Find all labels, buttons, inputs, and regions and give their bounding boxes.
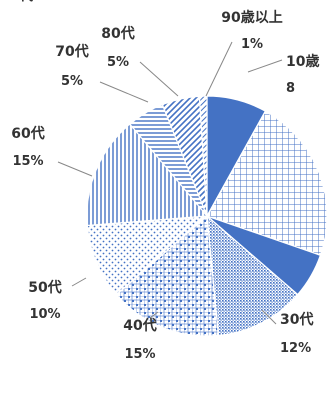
- slice-label-1: 10歳: [286, 53, 319, 70]
- slice-value-10: 1%: [241, 37, 263, 52]
- leader-line-5: [149, 311, 159, 319]
- pie-slice-7: [86, 123, 209, 227]
- slice-label-7: 60代: [11, 125, 44, 142]
- slice-value-4: 12%: [280, 341, 311, 356]
- pie-slice-2: [206, 110, 327, 257]
- leader-lines: [57, 41, 283, 325]
- slice-value-5: 15%: [124, 347, 155, 362]
- slice-label-10: 90歳以上: [221, 9, 282, 26]
- pie-slice-6: [86, 215, 209, 296]
- pie-slice-10: [198, 95, 208, 217]
- slice-label-8: 70代: [55, 43, 88, 60]
- leader-line-9: [139, 61, 179, 97]
- slice-label-2: 20代: [0, 0, 33, 4]
- slice-label-9: 80代: [101, 25, 134, 42]
- pie-slice-4: [206, 214, 299, 337]
- slice-value-6: 10%: [29, 307, 60, 322]
- slice-value-7: 15%: [12, 154, 43, 169]
- leader-line-10: [205, 41, 233, 97]
- pie-slices: [86, 95, 327, 337]
- slice-value-8: 5%: [61, 74, 83, 89]
- leader-line-6: [71, 277, 87, 287]
- slice-value-9: 5%: [107, 55, 129, 70]
- slice-label-5: 40代: [123, 317, 156, 334]
- slice-value-1: 8: [286, 81, 295, 96]
- slice-label-4: 30代: [280, 311, 313, 328]
- pie-slice-5: [115, 214, 220, 337]
- leader-line-8: [99, 81, 149, 103]
- leader-line-4: [261, 309, 277, 325]
- leader-line-7: [57, 161, 93, 177]
- slice-labels: 10歳 8 20代 30代 12% 40代 15% 50代 10% 60代 15% 70代 5% 80代 5…: [0, 0, 319, 362]
- leader-line-1: [247, 59, 283, 73]
- slice-label-6: 50代: [28, 279, 61, 296]
